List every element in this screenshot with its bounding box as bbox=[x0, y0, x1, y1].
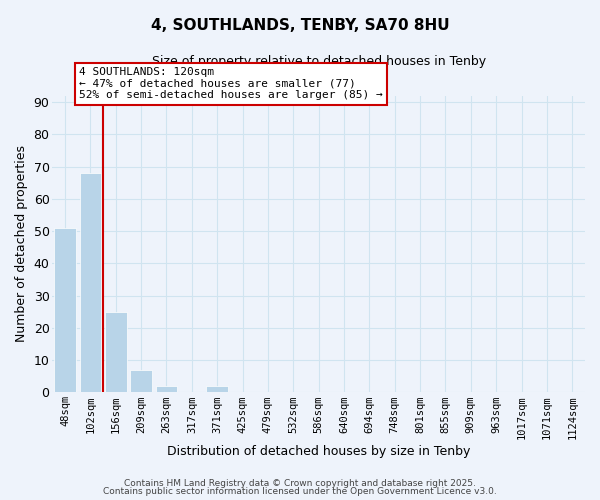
Bar bbox=[105, 312, 127, 392]
Text: Contains public sector information licensed under the Open Government Licence v3: Contains public sector information licen… bbox=[103, 487, 497, 496]
Bar bbox=[206, 386, 228, 392]
Bar bbox=[80, 173, 101, 392]
Text: 4, SOUTHLANDS, TENBY, SA70 8HU: 4, SOUTHLANDS, TENBY, SA70 8HU bbox=[151, 18, 449, 32]
Bar bbox=[130, 370, 152, 392]
Title: Size of property relative to detached houses in Tenby: Size of property relative to detached ho… bbox=[152, 55, 486, 68]
Y-axis label: Number of detached properties: Number of detached properties bbox=[15, 146, 28, 342]
Text: 4 SOUTHLANDS: 120sqm
← 47% of detached houses are smaller (77)
52% of semi-detac: 4 SOUTHLANDS: 120sqm ← 47% of detached h… bbox=[79, 67, 383, 100]
Text: Contains HM Land Registry data © Crown copyright and database right 2025.: Contains HM Land Registry data © Crown c… bbox=[124, 478, 476, 488]
X-axis label: Distribution of detached houses by size in Tenby: Distribution of detached houses by size … bbox=[167, 444, 470, 458]
Bar bbox=[155, 386, 177, 392]
Bar bbox=[54, 228, 76, 392]
